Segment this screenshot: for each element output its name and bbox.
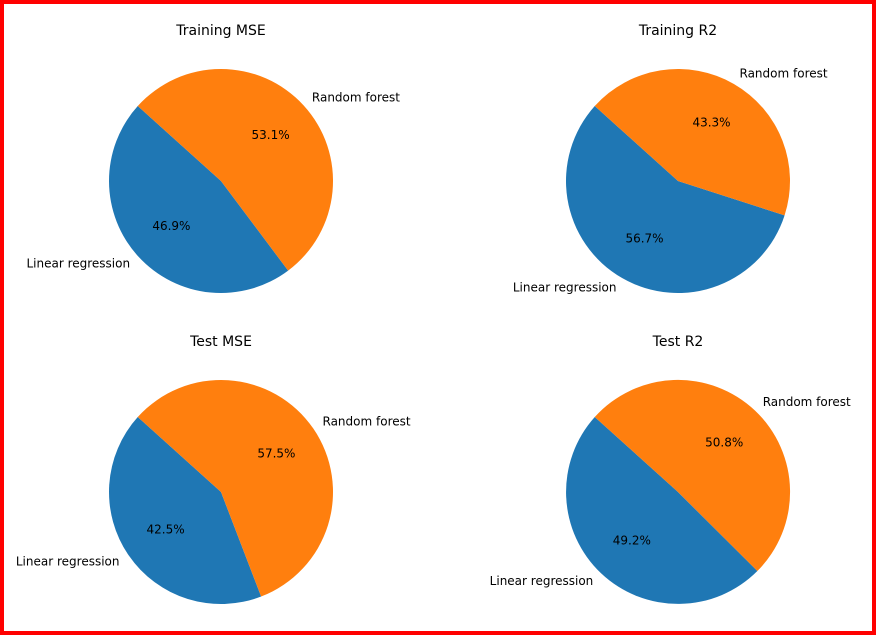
pie-percent-label: 53.1% bbox=[252, 128, 290, 142]
pie-slice-random-forest bbox=[594, 379, 791, 572]
pie-slice-linear-regression bbox=[109, 417, 262, 604]
pie-slice-random-forest bbox=[137, 379, 334, 597]
pie-percent-label: 49.2% bbox=[613, 533, 651, 547]
pie-slice-random-forest bbox=[137, 68, 334, 271]
pie-slice-linear-regression bbox=[565, 106, 785, 294]
pie-category-label: Random forest bbox=[312, 90, 400, 104]
chart-training-mse: Training MSE 46.9% Linear regression 53.1%… bbox=[26, 23, 400, 293]
pie-slice-random-forest bbox=[594, 69, 790, 216]
pie-percent-label: 50.8% bbox=[705, 436, 743, 450]
pie-percent-label: 46.9% bbox=[152, 219, 190, 233]
pie-percent-label: 43.3% bbox=[692, 115, 730, 129]
pie-category-label: Linear regression bbox=[513, 280, 617, 294]
chart-test-r2: Test R2 49.2% Linear regression 50.8% Rando… bbox=[490, 334, 851, 604]
pie-charts-figure: Training MSE 46.9% Linear regression 53.1%… bbox=[16, 23, 851, 604]
pie-category-label: Linear regression bbox=[16, 554, 120, 568]
chart-title: Test MSE bbox=[189, 334, 252, 350]
chart-training-r2: Training R2 56.7% Linear regression 43.3% R… bbox=[513, 23, 828, 294]
pie-percent-label: 57.5% bbox=[257, 446, 295, 460]
chart-test-mse: Test MSE 42.5% Linear regression 57.5% Rand… bbox=[16, 334, 411, 604]
chart-title: Training MSE bbox=[175, 23, 266, 39]
pie-percent-label: 42.5% bbox=[147, 523, 185, 537]
pie-category-label: Linear regression bbox=[490, 574, 594, 588]
chart-title: Training R2 bbox=[638, 23, 717, 39]
pie-percent-label: 56.7% bbox=[625, 232, 663, 246]
pie-slice-linear-regression bbox=[109, 106, 289, 293]
pie-category-label: Random forest bbox=[740, 67, 828, 81]
pie-category-label: Random forest bbox=[323, 415, 411, 429]
pie-category-label: Random forest bbox=[763, 395, 851, 409]
chart-title: Test R2 bbox=[652, 334, 704, 350]
pie-category-label: Linear regression bbox=[26, 257, 130, 271]
pie-slice-linear-regression bbox=[566, 417, 758, 604]
